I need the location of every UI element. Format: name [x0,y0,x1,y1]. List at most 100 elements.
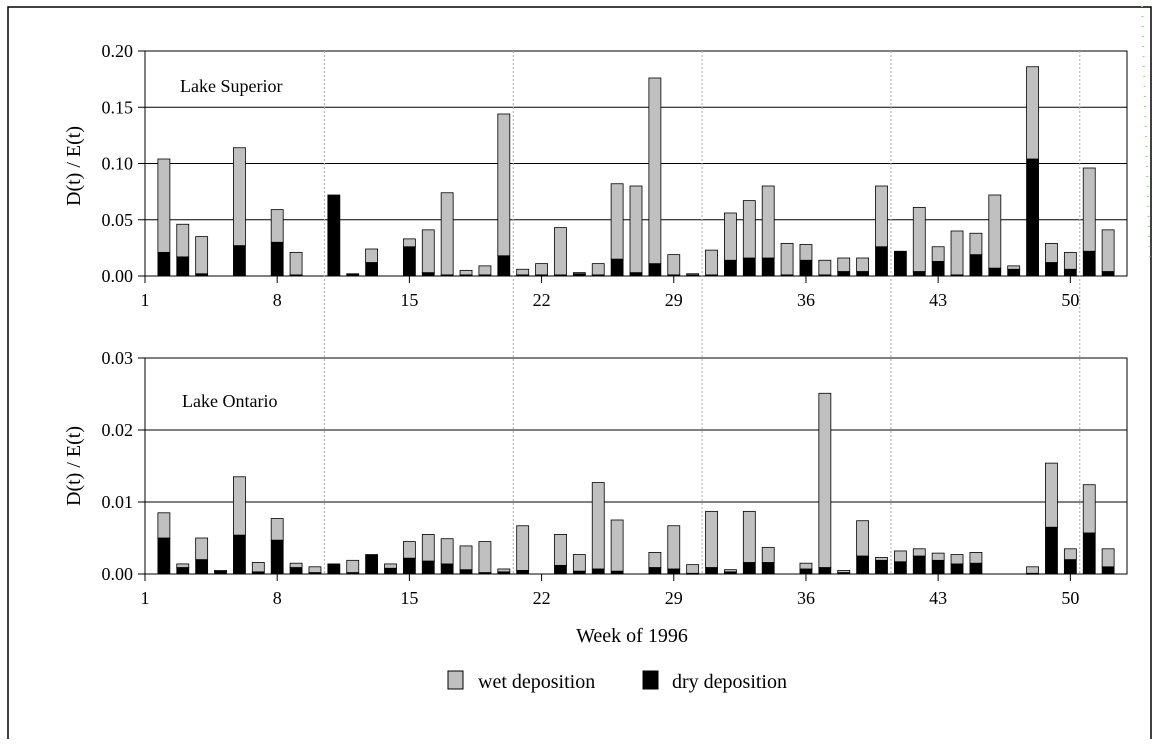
bar-dry-deposition [1082,532,1096,575]
bar-wet-deposition [667,525,681,570]
x-axis-title: Week of 1996 [576,625,688,647]
legend-wet-swatch [447,670,464,690]
bar-dry-deposition [554,564,567,575]
bar-dry-deposition [270,241,284,277]
bar-wet-deposition [1045,462,1058,528]
x-tick-label: 29 [665,588,683,608]
bar-dry-deposition [365,554,379,575]
bar-wet-deposition [459,545,473,571]
bar-wet-deposition [667,254,681,276]
bar-dry-deposition [402,557,416,575]
panel-lake-ontario: 0.00 0.01 0.02 0.03 1 8 15 22 29 36 43 50 Lake Ont… [63,348,1128,608]
bar-dry-deposition [950,563,964,575]
bar-wet-deposition [384,563,397,569]
y-tick-label: 0.01 [102,492,134,512]
x-tick-label: 43 [929,588,947,608]
panel-superior-x-ticks: 1 8 15 22 29 36 43 50 [141,276,1079,310]
bar-wet-deposition [497,113,511,257]
bar-dry-deposition [1063,559,1077,575]
bar-wet-deposition [270,209,284,243]
bar-dry-deposition [270,539,284,575]
bar-wet-deposition [875,185,888,248]
bar-dry-deposition [1082,250,1096,277]
panel-ontario-label: Lake Ontario [182,391,277,411]
bar-wet-deposition [440,538,454,565]
bar-dry-deposition [157,537,171,575]
bar-wet-deposition [233,476,246,536]
bar-wet-deposition [554,227,567,276]
bar-wet-deposition [289,562,303,568]
bar-dry-deposition [875,559,888,575]
bar-wet-deposition [157,512,171,539]
y-tick-label: 0.15 [102,97,134,117]
bar-wet-deposition [686,273,700,276]
x-tick-label: 36 [797,290,815,310]
bar-wet-deposition [969,232,983,256]
x-tick-label: 50 [1061,588,1079,608]
y-tick-label: 0.10 [102,154,134,174]
bar-wet-deposition [875,557,888,561]
bar-wet-deposition [1063,251,1077,270]
bar-dry-deposition [988,267,1002,277]
bar-wet-deposition [195,236,209,275]
bar-dry-deposition [893,561,907,575]
bar-dry-deposition [667,568,681,575]
bar-wet-deposition [572,554,586,572]
bar-wet-deposition [931,246,945,262]
bar-wet-deposition [724,212,737,261]
bar-wet-deposition [478,265,492,276]
bar-wet-deposition [837,257,851,272]
bar-wet-deposition [818,259,832,276]
bar-wet-deposition [705,510,718,568]
legend-wet-label: wet deposition [478,671,595,693]
bar-dry-deposition [233,245,246,277]
bar-dry-deposition [837,271,851,277]
x-tick-label: 29 [665,290,683,310]
bar-wet-deposition [346,559,360,573]
bar-dry-deposition [705,567,718,575]
bar-wet-deposition [1007,265,1021,270]
panel-superior-label: Lake Superior [180,76,282,96]
bar-wet-deposition [648,552,662,568]
bar-wet-deposition [950,230,964,276]
bar-dry-deposition [459,569,473,575]
bar-dry-deposition [195,559,209,575]
bar-wet-deposition [610,519,624,572]
bar-dry-deposition [1101,271,1115,277]
bar-dry-deposition [440,563,454,575]
bar-dry-deposition [742,562,756,575]
bar-wet-deposition [459,269,473,276]
bar-wet-deposition [686,564,700,574]
panel-lake-superior: 0.00 0.05 0.10 0.15 0.20 1 8 15 22 29 36 43 50 Lake… [63,41,1128,310]
panel-ontario-plot-frame [144,357,1128,575]
bar-wet-deposition [1045,242,1058,263]
bar-wet-deposition [856,520,870,557]
bar-dry-deposition [497,255,511,277]
panel-ontario-bars [157,392,1115,575]
bar-dry-deposition [1045,262,1058,277]
bar-wet-deposition [176,223,190,258]
month-divider-lines [323,51,1081,574]
bar-wet-deposition [893,550,907,563]
x-tick-label: 8 [273,588,282,608]
y-tick-label: 0.20 [102,41,134,61]
x-tick-label: 36 [797,588,815,608]
bar-dry-deposition [761,257,775,277]
y-tick-label: 0.00 [102,266,134,286]
bar-dry-deposition [969,254,983,277]
bar-dry-deposition [856,555,870,575]
bar-dry-deposition [1063,268,1077,277]
bar-wet-deposition [478,541,492,573]
bar-dry-deposition [233,534,246,575]
bar-wet-deposition [214,570,227,572]
bar-wet-deposition [724,569,737,573]
bar-wet-deposition [195,537,209,561]
panel-ontario-y-axis-title: D(t) / E(t) [63,426,85,506]
bar-wet-deposition [516,268,530,276]
panel-ontario-gridlines [145,429,1127,503]
y-tick-label: 0.03 [102,348,134,368]
bar-wet-deposition [251,562,265,573]
legend-dry-swatch [642,670,659,690]
bar-wet-deposition [912,548,926,557]
bar-wet-deposition [270,518,284,541]
